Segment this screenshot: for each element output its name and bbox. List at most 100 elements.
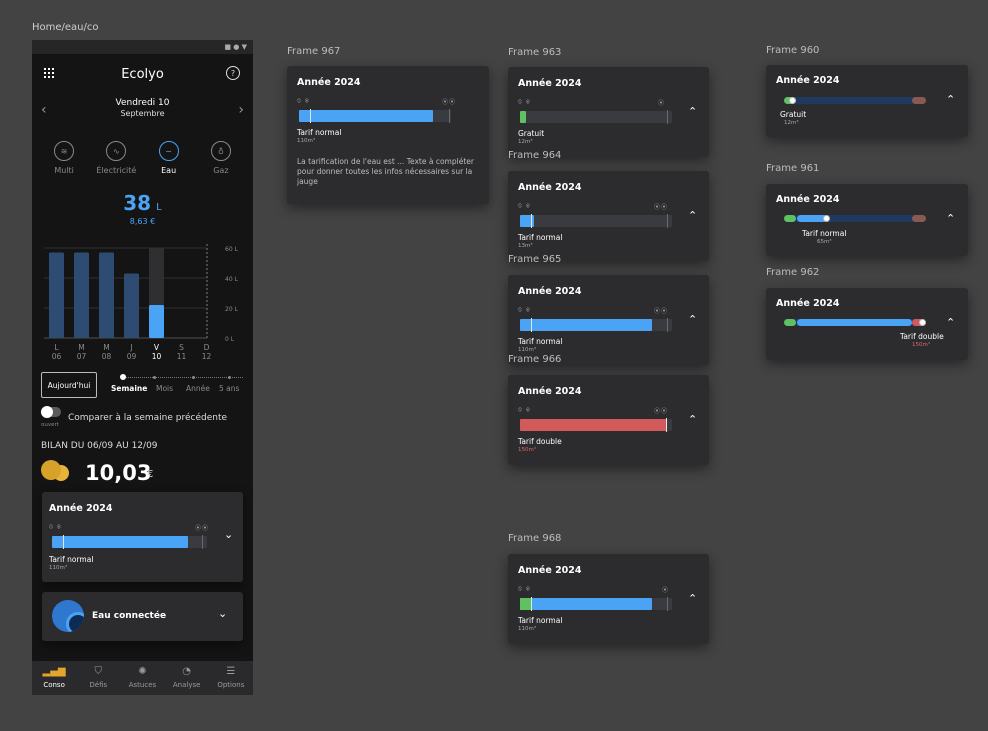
consumption-summary: 38 L 8,63 € [32, 191, 253, 226]
gauge-free-segment [784, 319, 796, 326]
chart-ytick-label: 0 L [225, 336, 235, 343]
tab-options[interactable]: ☰ Options [211, 665, 251, 689]
energy-electricity[interactable]: ∿ Électricité [92, 141, 140, 175]
energy-water[interactable]: ∼ Eau [145, 141, 193, 175]
energy-label: Multi [54, 166, 74, 175]
gauge-end-mark [202, 535, 203, 549]
connected-water-card[interactable]: Eau connectée ⌄ [42, 592, 243, 641]
collapse-chevron-icon[interactable]: ⌃ [688, 313, 698, 326]
chart-day-label: L [54, 343, 59, 352]
frame-968-tariff: Tarif normal [518, 616, 563, 625]
chart-day-label: J [129, 343, 132, 352]
bottom-tab-bar: ▂▄▆ Conso ⛉ Défis ✺ Astuces ◔ Analyse ☰ Optio… [32, 661, 253, 695]
coins-icon [41, 460, 61, 480]
period-dot [192, 376, 195, 379]
help-icon[interactable]: ? [226, 66, 240, 80]
compare-text: Comparer à la semaine précédente [68, 413, 228, 423]
prev-date-button[interactable]: ‹ [41, 102, 47, 118]
compare-toggle[interactable] [41, 406, 61, 418]
bulb-icon: ✺ [138, 666, 147, 677]
tab-astuces[interactable]: ✺ Astuces [122, 665, 162, 689]
tab-conso[interactable]: ▂▄▆ Conso [34, 665, 74, 689]
frame-961-title: Année 2024 [776, 194, 840, 205]
collapse-chevron-icon[interactable]: ⌃ [946, 212, 956, 225]
frame-964-icons-left: ⦸ ⦿ [518, 202, 531, 209]
frame-964-tariff: Tarif normal [518, 233, 563, 242]
gauge-threshold-mark [531, 318, 533, 332]
water-icon: ∼ [158, 141, 179, 161]
tab-label: Analyse [172, 681, 201, 689]
expand-chevron-icon[interactable]: ⌄ [224, 528, 234, 541]
frame-966-gauge [520, 418, 672, 432]
energy-gas[interactable]: ♁ Gaz [197, 141, 245, 175]
connected-globe-icon [52, 600, 84, 632]
frame-964-icons-right: ⦿⦿ [654, 204, 669, 211]
frame-967-icons-right: ⦿⦿ [442, 99, 457, 106]
gauge-fill [520, 215, 534, 227]
frame-967-icons-left: ⦸ ⦿ [297, 97, 310, 104]
menu-grid-icon[interactable] [44, 68, 54, 78]
gauge-threshold-mark [63, 535, 65, 549]
collapse-chevron-icon[interactable]: ⌃ [946, 93, 956, 106]
tariff-gauge [52, 535, 207, 549]
period-selector: Aujourd'hui Semaine Mois Année 5 ans [41, 372, 246, 400]
period-week[interactable]: Semaine [111, 384, 148, 393]
gauge-cursor [919, 319, 926, 326]
phone-frame: ■ ● ▼ Ecolyo ? ‹ Vendredi 10 Septembre ›… [32, 40, 253, 695]
frame-965-label: Frame 965 [508, 254, 562, 265]
gauge-end-mark [449, 109, 450, 123]
period-month[interactable]: Mois [156, 384, 174, 393]
frame-963-tariff: Gratuit [518, 129, 545, 138]
energy-multi[interactable]: ≋ Multi [40, 141, 88, 175]
period-year[interactable]: Année [186, 384, 210, 393]
gauge-fill [520, 111, 527, 123]
tab-defis[interactable]: ⛉ Défis [78, 665, 118, 689]
connected-chevron-icon[interactable]: ⌄ [218, 607, 228, 620]
frame-964-label: Frame 964 [508, 150, 562, 161]
pie-icon: ◔ [182, 666, 192, 677]
frame-966-title: Année 2024 [518, 386, 582, 397]
bilan-amount: 10,03 € [41, 460, 241, 488]
gauge-free-segment [520, 598, 531, 610]
frame-966-tariff: Tarif double [518, 437, 562, 446]
consumption-value: 38 [123, 191, 152, 215]
app-title: Ecolyo [121, 66, 164, 82]
tariff-card[interactable]: Année 2024 ⦸ ⦿ ⦿⦿ Tarif normal 110m³ ⌄ [42, 492, 243, 582]
frame-967-label: Frame 967 [287, 46, 341, 57]
chart-bar [74, 252, 89, 338]
collapse-chevron-icon[interactable]: ⌃ [688, 105, 698, 118]
date-selector: ‹ Vendredi 10 Septembre › [32, 98, 253, 118]
next-date-button[interactable]: › [238, 102, 244, 118]
status-icons: ■ ● ▼ [224, 43, 247, 51]
amount-value: 10,03 [85, 461, 152, 485]
frame-968-icons-left: ⦸ ⦿ [518, 585, 531, 592]
consumption-price: 8,63 € [129, 217, 156, 226]
chart-bar [149, 305, 164, 338]
gauge-free-segment [784, 215, 796, 222]
collapse-chevron-icon[interactable]: ⌃ [946, 316, 956, 329]
frame-962-label: Frame 962 [766, 267, 820, 278]
frame-966-icons-left: ⦸ ⦿ [518, 406, 531, 413]
today-button[interactable]: Aujourd'hui [41, 372, 97, 398]
tab-analyse[interactable]: ◔ Analyse [167, 665, 207, 689]
frame-962-tariff: Tarif double [900, 332, 944, 341]
collapse-chevron-icon[interactable]: ⌃ [688, 413, 698, 426]
chart-ytick-label: 20 L [225, 306, 239, 313]
chart-date-label: 08 [102, 352, 112, 361]
bilan-title: BILAN DU 06/09 AU 12/09 [41, 441, 158, 451]
frame-965-volume: 110m³ [518, 347, 537, 353]
period-dot [120, 374, 126, 380]
chart-day-label: M [78, 343, 84, 352]
period-5years[interactable]: 5 ans [219, 384, 240, 393]
frame-960-title: Année 2024 [776, 75, 840, 86]
frame-964-gauge [520, 214, 672, 228]
electricity-icon: ∿ [106, 141, 127, 161]
collapse-chevron-icon[interactable]: ⌃ [688, 592, 698, 605]
collapse-chevron-icon[interactable]: ⌃ [688, 209, 698, 222]
frame-960-gauge [784, 97, 926, 104]
frame-967-gauge [299, 109, 451, 123]
chart-bar [49, 252, 64, 338]
frame-960-volume: 12m³ [784, 120, 799, 126]
chart-date-label: 10 [152, 352, 162, 361]
